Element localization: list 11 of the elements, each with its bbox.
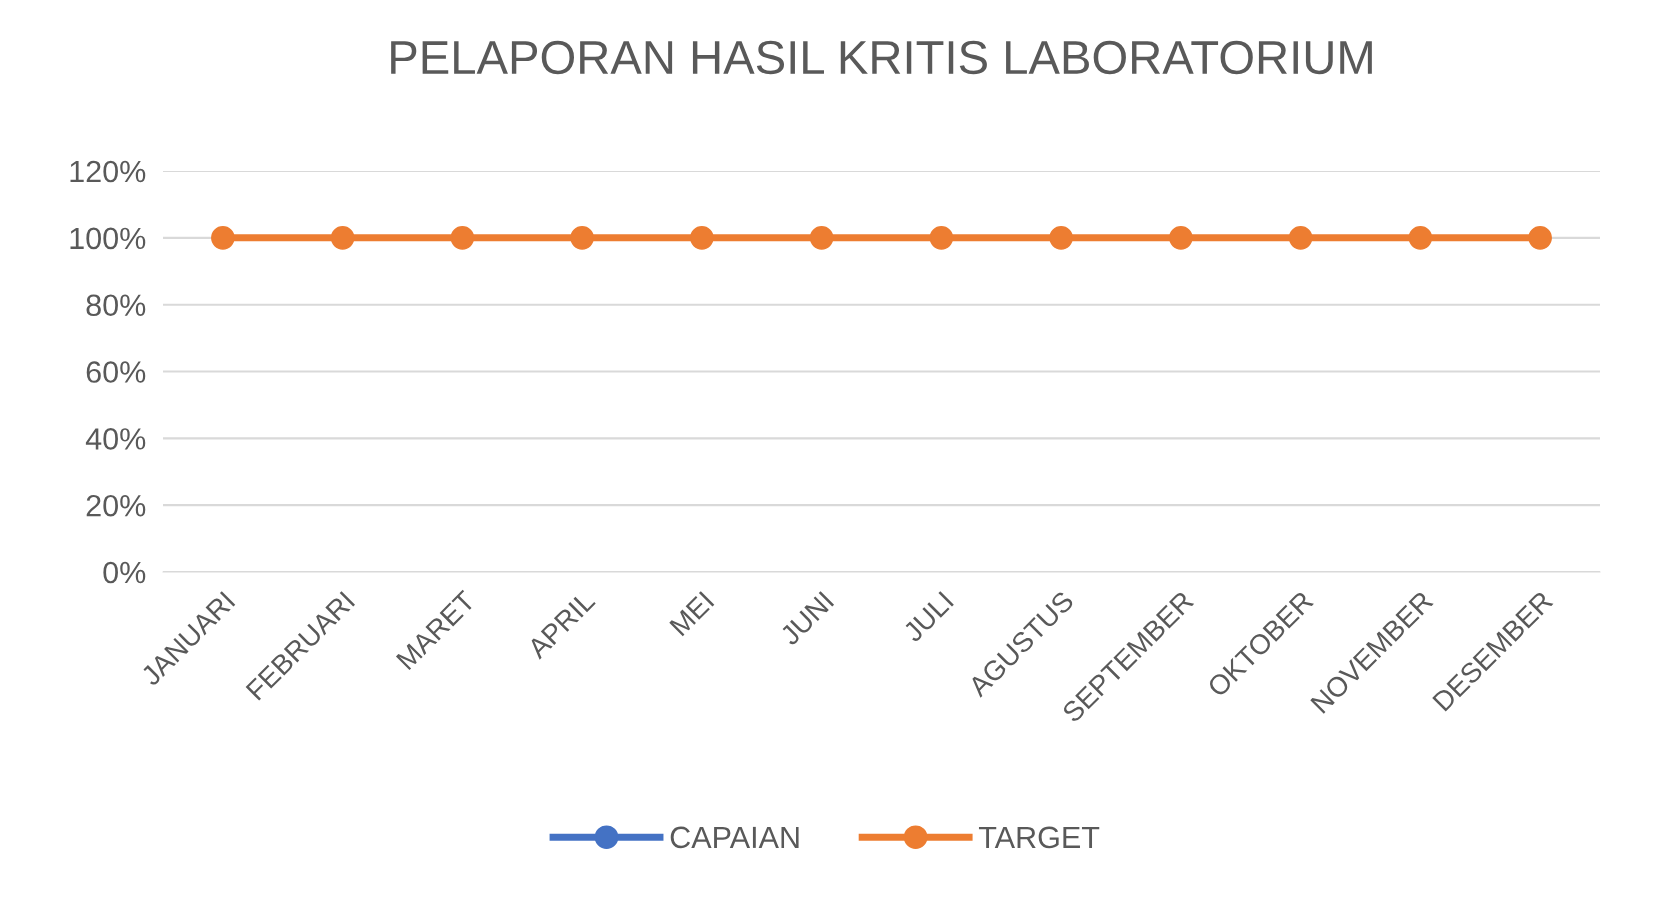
x-tick-label: MEI <box>669 591 715 637</box>
y-tick-label: 100% <box>70 227 146 250</box>
y-tick-label: 120% <box>70 160 146 183</box>
legend-label: TARGET <box>978 826 1100 849</box>
y-tick-label: 80% <box>86 294 146 317</box>
y-tick-label: 40% <box>85 428 146 450</box>
y-tick-label: 0% <box>103 561 146 584</box>
chart-title: PELAPORAN HASIL KRITIS LABORATORIUM <box>391 40 1372 75</box>
y-tick-label: 60% <box>86 361 146 383</box>
legend-label: CAPAIAN <box>670 826 799 849</box>
y-tick-label: 20% <box>86 494 146 517</box>
